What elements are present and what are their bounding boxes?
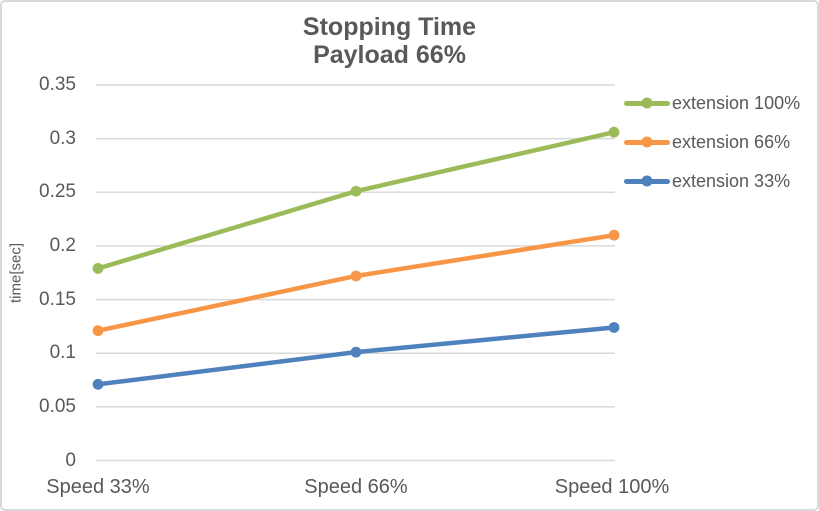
- x-axis-label: Speed 33%: [46, 476, 150, 498]
- legend-item-label: extension 66%: [672, 131, 791, 152]
- y-tick-label: 0.3: [49, 127, 76, 149]
- legend-item-label: extension 100%: [672, 92, 801, 113]
- legend-dot-icon: [641, 97, 653, 109]
- data-point-marker-extension-33: [92, 378, 104, 390]
- legend-item-extension-100: extension 100%: [624, 90, 800, 116]
- data-point-marker-extension-33: [350, 346, 362, 358]
- x-axis-label: Speed 66%: [304, 476, 408, 498]
- chart-title: Stopping Time Payload 66%: [2, 13, 777, 69]
- legend-line-marker-icon: [624, 175, 670, 187]
- y-tick-label: 0.1: [49, 342, 76, 364]
- y-tick-label: 0.05: [39, 395, 76, 417]
- legend-line-marker-icon: [624, 97, 670, 109]
- data-point-marker-extension-66: [608, 229, 620, 241]
- y-tick-label: 0.15: [39, 288, 76, 310]
- legend-dot-icon: [641, 136, 653, 148]
- chart-title-line2: Payload 66%: [313, 41, 466, 69]
- x-axis-label: Speed 100%: [554, 476, 670, 498]
- data-point-marker-extension-100: [92, 263, 104, 274]
- x-axis-labels: Speed 33% Speed 66% Speed 100%: [2, 476, 817, 506]
- legend: extension 100% extension 66% extension 33%: [624, 90, 800, 194]
- legend-dot-icon: [641, 175, 653, 187]
- data-point-marker-extension-100: [350, 185, 362, 197]
- data-point-marker-extension-100: [608, 126, 620, 138]
- legend-line-marker-icon: [624, 136, 670, 148]
- chart-title-line1: Stopping Time: [302, 13, 477, 41]
- y-tick-label: 0.25: [39, 181, 76, 203]
- y-tick-label: 0.2: [49, 234, 76, 256]
- data-point-marker-extension-66: [350, 270, 362, 282]
- legend-item-extension-66: extension 66%: [624, 129, 800, 155]
- legend-item-extension-33: extension 33%: [624, 168, 800, 194]
- legend-item-label: extension 33%: [672, 170, 791, 191]
- data-point-marker-extension-66: [92, 325, 104, 337]
- y-tick-label: 0.35: [39, 74, 76, 95]
- y-tick-label: 0: [65, 449, 76, 471]
- data-point-marker-extension-33: [608, 322, 620, 333]
